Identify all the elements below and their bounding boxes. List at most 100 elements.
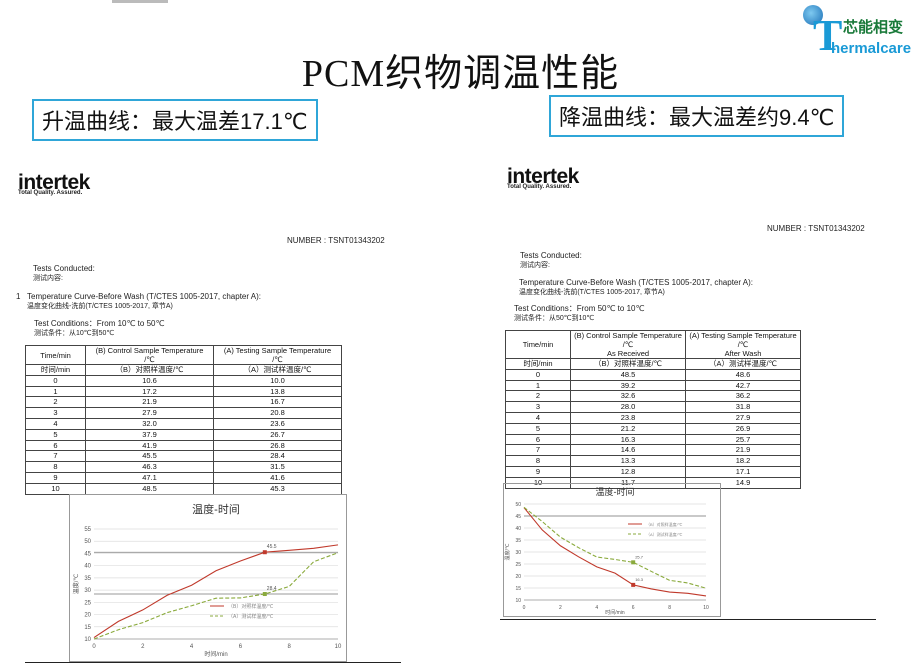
left-col-b: (B) Control Sample Temperature/℃ [85, 345, 214, 365]
right-table-cell: 17.1 [685, 465, 801, 478]
left-series-line-0 [93, 544, 339, 638]
right-y-tick: 25 [515, 562, 521, 568]
right-table-cell: 39.2 [570, 379, 686, 392]
left-chart-title: 温度-时间 [192, 502, 240, 516]
left-table-cell: 3 [25, 407, 86, 419]
logo-chinese-name: 芯能相变 [843, 19, 904, 36]
right-annotation-marker [631, 560, 636, 565]
right-table-cell: 36.2 [685, 390, 801, 403]
left-table-cell: 1 [25, 385, 86, 398]
right-x-tick: 0 [523, 605, 526, 611]
right-sub-b: （B）对照样温度/℃ [570, 358, 686, 370]
right-conditions-cn: 测试条件：从50℃到10℃ [514, 315, 595, 322]
left-legend-label: （B）对照样温度/℃ [228, 603, 274, 610]
left-y-tick: 55 [84, 527, 91, 533]
right-table-cell: 5 [505, 422, 571, 435]
right-x-tick: 2 [559, 605, 562, 611]
right-table-row: 8 13.3 18.2 [505, 455, 801, 467]
left-table-cell: 7 [25, 450, 86, 463]
left-tests-conducted: Tests Conducted: 测试内容: [33, 264, 95, 284]
left-chart-frame: 温度-时间 10 15 20 25 30 35 40 45 50 55 0 2 4 6 8 10 温度/℃ 时间/m… [69, 494, 347, 662]
left-y-label: 温度/℃ [72, 574, 80, 595]
right-table-cell: 3 [505, 401, 571, 413]
left-table-cell: 10.6 [85, 374, 214, 387]
right-table-row: 4 23.8 27.9 [505, 411, 801, 424]
left-y-tick: 35 [84, 576, 91, 582]
cooling-callout: 降温曲线：最大温差约9.4℃ [549, 95, 845, 137]
left-col-a: (A) Testing Sample Temperature/℃ [213, 345, 342, 365]
left-y-tick: 50 [84, 539, 91, 545]
logo-initial: T [813, 11, 843, 60]
right-table-row: 3 28.0 31.8 [505, 401, 801, 413]
left-table-row: 10 48.5 45.3 [25, 482, 342, 495]
right-table-cell: 27.9 [685, 411, 801, 424]
left-table-cell: 5 [25, 428, 86, 441]
left-table-cell: 45.5 [85, 450, 214, 463]
right-brand-block: intertek Total Quality. Assured. [507, 166, 579, 192]
left-table-cell: 48.5 [85, 482, 214, 495]
right-report-number: NUMBER : TSNT01343202 [767, 224, 865, 233]
right-y-tick: 50 [515, 502, 521, 508]
left-y-tick: 10 [84, 637, 91, 643]
left-sub-time: 时间/min [25, 364, 86, 376]
right-y-tick: 45 [515, 514, 521, 520]
left-series-line-1 [93, 552, 339, 640]
heating-callout: 升温曲线：最大温差17.1℃ [32, 99, 318, 141]
top-edge-strip [112, 0, 168, 3]
right-table-row: 9 12.8 17.1 [505, 465, 801, 478]
left-table-cell: 32.0 [85, 417, 214, 430]
right-chart-frame: 温度-时间 10 15 20 25 30 35 40 45 50 0 2 4 6 8 10 温度/℃ 时间/min… [503, 483, 721, 617]
left-x-tick: 2 [141, 644, 145, 650]
left-table-cell: 26.8 [213, 439, 342, 452]
right-y-tick: 40 [515, 526, 521, 532]
right-x-label: 时间/min [605, 609, 625, 616]
left-data-table: Time/min (B) Control Sample Temperature /… [25, 345, 342, 495]
right-table-cell: 48.5 [570, 368, 686, 381]
right-table-cell: 42.7 [685, 379, 801, 392]
right-table-cell: 12.8 [570, 465, 686, 478]
left-table-cell: 27.9 [85, 407, 214, 419]
right-col-a: (A) Testing Sample Temperature/℃ After Wa… [685, 330, 801, 359]
right-series-line-1 [523, 506, 707, 589]
left-table-cell: 41.9 [85, 439, 214, 452]
left-y-tick: 30 [84, 588, 91, 594]
left-table-cell: 10 [25, 482, 86, 495]
left-col-a-label: (A) Testing Sample Temperature [223, 346, 332, 355]
right-item-title: Temperature Curve-Before Wash (T/CTES 10… [519, 278, 754, 287]
right-data-table: Time/min (B) Control Sample Temperature /… [505, 330, 801, 489]
left-table-cell: 17.2 [85, 385, 214, 398]
right-table-row: 1 39.2 42.7 [505, 379, 801, 392]
left-y-tick: 25 [84, 600, 91, 606]
left-table-body: 0 10.6 10.0 1 17.2 13.8 2 21.9 16.7 3 27.9 20.8 4 32.… [25, 374, 342, 495]
left-table-row: 2 21.9 16.7 [25, 396, 342, 409]
left-y-tick: 45 [84, 551, 91, 557]
left-table-row: 8 46.3 31.5 [25, 461, 342, 473]
right-table-row: 0 48.5 48.6 [505, 368, 801, 381]
left-x-tick: 4 [190, 644, 194, 650]
right-table-cell: 6 [505, 433, 571, 446]
right-table-cell: 2 [505, 390, 571, 403]
right-table-cell: 25.7 [685, 433, 801, 446]
left-legend-label: （A）测试样温度/℃ [228, 613, 274, 620]
left-table-cell: 8 [25, 461, 86, 473]
right-table-cell: 14.6 [570, 444, 686, 457]
left-table-row: 1 17.2 13.8 [25, 385, 342, 398]
right-x-tick: 10 [703, 605, 709, 611]
right-tests-conducted: Tests Conducted: 测试内容: [520, 251, 582, 271]
left-table-cell: 45.3 [213, 482, 342, 495]
left-item-title: Temperature Curve-Before Wash (T/CTES 10… [27, 292, 262, 301]
right-table-cell: 32.6 [570, 390, 686, 403]
right-col-b-note: As Received [606, 349, 650, 358]
right-table-cell: 18.2 [685, 455, 801, 467]
right-table-row: 7 14.6 21.9 [505, 444, 801, 457]
left-col-b-unit: /℃ [144, 355, 155, 364]
left-annotation-marker [262, 592, 267, 597]
right-x-tick: 8 [668, 605, 671, 611]
right-item: Temperature Curve-Before Wash (T/CTES 10… [519, 278, 753, 298]
right-legend-label: （A）测试样温度/℃ [646, 531, 683, 537]
left-item-title-cn: 温度变化曲线-洗前(T/CTES 1005-2017, 章节A) [27, 303, 173, 310]
left-table-cell: 37.9 [85, 428, 214, 441]
left-table-cell: 0 [25, 374, 86, 387]
left-table-cell: 16.7 [213, 396, 342, 409]
left-col-b-label: (B) Control Sample Temperature [95, 346, 204, 355]
